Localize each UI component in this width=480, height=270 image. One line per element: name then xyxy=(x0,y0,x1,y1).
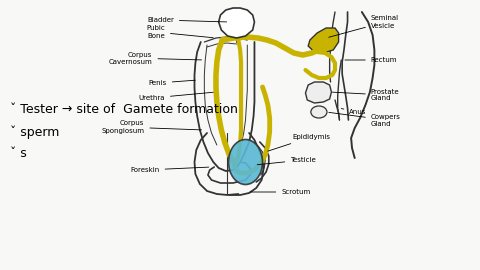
Text: Corpus
Cavernosum: Corpus Cavernosum xyxy=(108,52,202,65)
Text: Rectum: Rectum xyxy=(345,57,397,63)
Ellipse shape xyxy=(311,106,327,118)
Text: Bladder: Bladder xyxy=(147,17,227,23)
Text: ˇ sperm: ˇ sperm xyxy=(10,126,59,139)
Polygon shape xyxy=(305,82,331,103)
Text: Seminal
Vesicle: Seminal Vesicle xyxy=(329,15,399,37)
Text: Epididymis: Epididymis xyxy=(268,134,330,151)
Polygon shape xyxy=(308,28,338,53)
Text: Urethra: Urethra xyxy=(138,92,213,101)
Text: Cowpers
Gland: Cowpers Gland xyxy=(329,112,401,127)
Text: Testicle: Testicle xyxy=(257,157,316,165)
Polygon shape xyxy=(219,8,254,38)
Text: Penis: Penis xyxy=(148,80,195,86)
Text: Anus: Anus xyxy=(341,109,367,115)
Text: ˇ Tester → site of  Gamete formation: ˇ Tester → site of Gamete formation xyxy=(10,103,238,116)
Text: ˇ s: ˇ s xyxy=(10,147,26,160)
Text: Foreskin: Foreskin xyxy=(131,167,209,173)
Text: Pubic
Bone: Pubic Bone xyxy=(146,25,213,39)
Text: Corpus
Spongiosum: Corpus Spongiosum xyxy=(101,120,202,133)
Text: Scrotum: Scrotum xyxy=(250,189,311,195)
Text: Prostate
Gland: Prostate Gland xyxy=(333,89,399,102)
Ellipse shape xyxy=(228,140,263,184)
